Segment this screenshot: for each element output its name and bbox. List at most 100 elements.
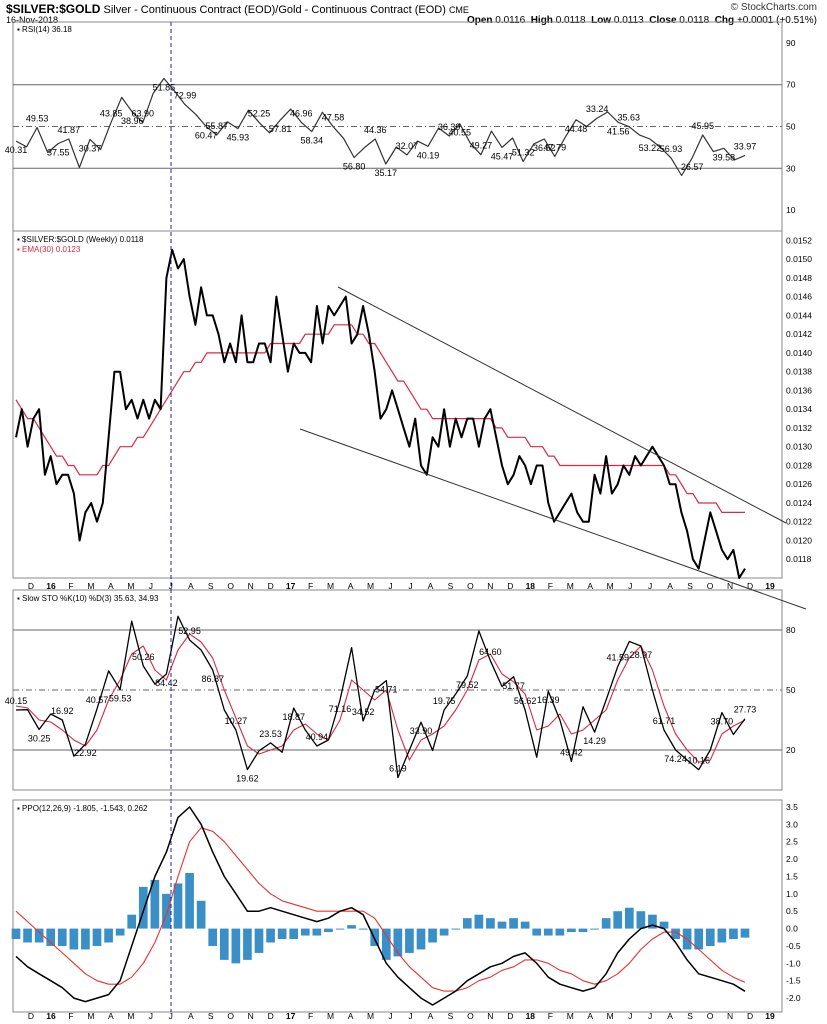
ppo-y-tick-label: -1.5 <box>786 976 801 986</box>
rsi-y-tick-label: 10 <box>786 205 796 215</box>
x-axis-tick-label-price: J <box>648 581 652 591</box>
x-axis-tick-label-price: F <box>308 581 313 591</box>
ppo-histogram-bar <box>740 928 750 938</box>
rsi-data-label: 26.57 <box>681 162 704 172</box>
sto-data-label: 23.53 <box>259 729 282 739</box>
ppo-y-tick-label: 0.5 <box>786 906 798 916</box>
ppo-y-tick-label: 2.5 <box>786 837 798 847</box>
x-axis-tick-label-bottom: J <box>648 1011 652 1021</box>
rsi-data-label: 35.17 <box>375 168 398 178</box>
ppo-y-tick-label: -2.0 <box>786 993 801 1003</box>
x-axis-tick-label-bottom: A <box>188 1011 194 1021</box>
sto-data-label: 86.87 <box>201 674 224 684</box>
ppo-histogram-bar <box>289 928 299 940</box>
rsi-data-label: 57.81 <box>269 124 292 134</box>
ppo-histogram-bar <box>486 918 495 929</box>
x-axis-tick-label-bottom: S <box>687 1011 693 1021</box>
x-axis-tick-label-bottom: F <box>68 1011 73 1021</box>
x-axis-tick-label-price: N <box>248 581 254 591</box>
ppo-histogram-bar <box>578 928 588 933</box>
price-y-tick-label: 0.0140 <box>786 348 812 358</box>
ppo-histogram-bar <box>277 928 287 940</box>
ppo-histogram-bar <box>694 928 704 950</box>
rsi-data-label: 39.58 <box>713 152 736 162</box>
rsi-y-tick-label: 30 <box>786 163 796 173</box>
x-axis-tick-label-bottom: D <box>507 1011 513 1021</box>
ohlc-readout: Open 0.0116 High 0.0118 Low 0.0113 Close… <box>467 15 817 26</box>
x-axis-tick-label-bottom: J <box>149 1011 153 1021</box>
ppo-histogram-bar <box>34 928 44 943</box>
chg-label: Chg <box>714 15 735 26</box>
x-axis-tick-label-bottom: A <box>348 1011 354 1021</box>
rsi-y-tick-label: 50 <box>786 122 796 132</box>
x-axis-tick-label-bottom: D <box>268 1011 274 1021</box>
rsi-data-label: 51.32 <box>512 148 535 158</box>
ppo-histogram-bar <box>266 928 275 943</box>
x-axis-tick-label-bottom: J <box>169 1011 173 1021</box>
x-axis-tick-label-bottom: N <box>727 1011 733 1021</box>
rsi-data-label: 55.87 <box>205 121 228 131</box>
rsi-data-label: 49.27 <box>470 141 493 151</box>
price-y-tick-label: 0.0142 <box>786 329 812 339</box>
x-axis-tick-label-price: D <box>28 581 34 591</box>
ppo-histogram-bar <box>92 928 102 946</box>
lower-trendline <box>299 428 807 610</box>
x-axis-tick-label-bottom: S <box>208 1011 214 1021</box>
rsi-data-label: 32.07 <box>396 141 419 151</box>
x-axis-tick-label-bottom: A <box>587 1011 593 1021</box>
sto-data-label: 10.16 <box>687 756 710 766</box>
ppo-histogram-bar <box>185 872 194 929</box>
ppo-histogram-bar <box>567 928 576 933</box>
ppo-histogram-bar <box>405 928 414 953</box>
rsi-data-label: 36.52 <box>533 143 556 153</box>
ppo-line <box>15 806 746 1006</box>
sto-data-label: 40.94 <box>306 732 329 742</box>
sto-data-label: 74.24 <box>664 754 687 764</box>
sto-data-label: 30.25 <box>28 734 51 744</box>
price-y-tick-label: 0.0136 <box>786 385 812 395</box>
x-axis-tick-label-price: A <box>348 581 354 591</box>
price-y-tick-label: 0.0152 <box>786 235 812 245</box>
price-y-tick-label: 0.0122 <box>786 517 812 527</box>
ppo-histogram-bar <box>335 928 345 930</box>
x-axis-tick-label-bottom: S <box>448 1011 454 1021</box>
x-axis-tick-label-bottom: O <box>707 1011 714 1021</box>
ppo-histogram-bar <box>370 928 380 946</box>
x-axis-tick-label-price: N <box>727 581 733 591</box>
ppo-histogram-bar <box>196 900 206 929</box>
x-axis-tick-label-price: M <box>607 581 614 591</box>
ppo-histogram-bar <box>219 928 229 960</box>
price-y-tick-label: 0.0150 <box>786 254 812 264</box>
sto-data-label: 79.52 <box>456 680 479 690</box>
x-axis-tick-label-bottom: D <box>28 1011 34 1021</box>
ppo-histogram-bar <box>173 883 183 929</box>
x-axis-tick-label-price: M <box>367 581 374 591</box>
ppo-histogram-bar <box>555 928 565 936</box>
x-axis-tick-label-price: A <box>188 581 194 591</box>
x-axis-tick-label-bottom: N <box>487 1011 493 1021</box>
rsi-data-label: 52.25 <box>248 108 271 118</box>
ppo-title: ▪ PPO(12,26,9) -1.805, -1.543, 0.262 <box>17 804 148 813</box>
symbol-title: $SILVER:$GOLD <box>6 2 101 16</box>
ppo-histogram-bar <box>23 928 32 943</box>
x-axis-tick-label-price: 18 <box>526 581 536 591</box>
ppo-histogram-bar <box>312 928 322 936</box>
ppo-histogram-bar <box>69 928 79 950</box>
rsi-data-label: 58.34 <box>301 136 324 146</box>
x-axis-tick-label-bottom: 16 <box>46 1011 56 1021</box>
ppo-histogram-bar <box>671 928 680 940</box>
x-axis-tick-label-bottom: A <box>428 1011 434 1021</box>
rsi-data-label: 41.56 <box>607 126 630 136</box>
ppo-histogram-bar <box>590 928 599 930</box>
ppo-histogram-bar <box>451 928 461 930</box>
sto-data-label: 16.39 <box>537 695 560 705</box>
ppo-histogram-bar <box>115 928 125 936</box>
sto-data-label: 19.75 <box>433 696 456 706</box>
rsi-data-label: 56.93 <box>660 144 683 154</box>
ppo-histogram-bar <box>393 928 403 957</box>
rsi-data-label: 40.31 <box>5 145 28 155</box>
sto-data-label: 84.42 <box>155 678 178 688</box>
x-axis-tick-label-price: J <box>388 581 392 591</box>
x-axis-tick-label-bottom: O <box>467 1011 474 1021</box>
